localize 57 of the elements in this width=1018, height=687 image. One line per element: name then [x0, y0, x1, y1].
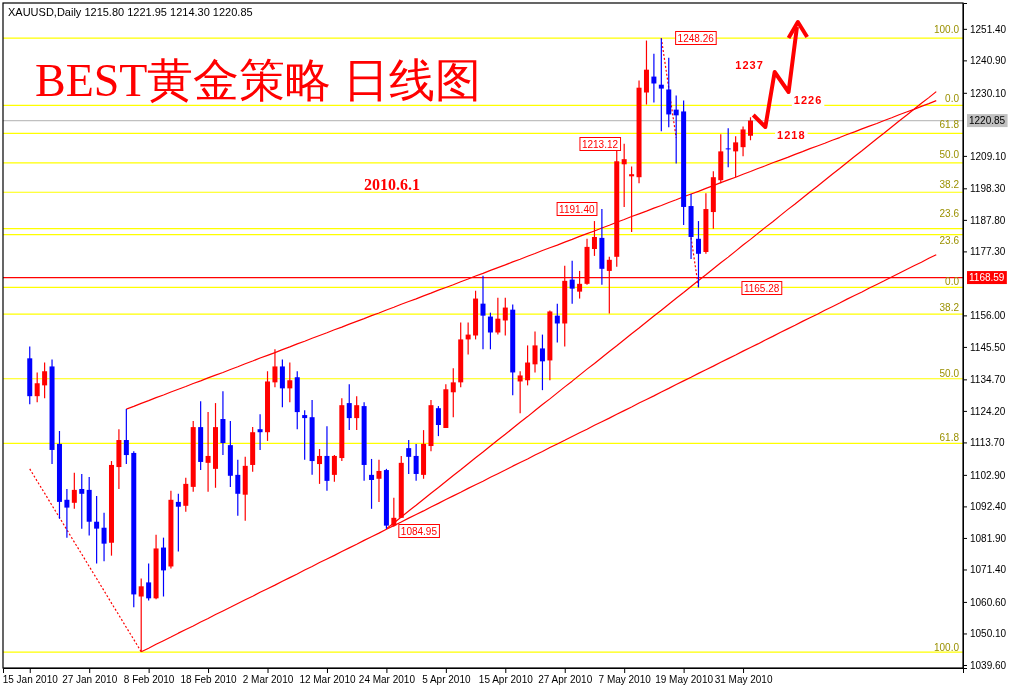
y-tick-label: 1050.10 — [970, 628, 1007, 640]
x-tick-label: 27 Apr 2010 — [538, 674, 593, 686]
y-tick-label: 1113.70 — [970, 437, 1006, 449]
y-tick-label: 1039.60 — [970, 659, 1007, 671]
x-tick-label: 18 Feb 2010 — [180, 674, 238, 686]
chart-subtitle: XAUUSD,Daily 1215.80 1221.95 1214.30 1220.85 — [8, 6, 253, 18]
y-tick-label: 1145.50 — [970, 341, 1006, 353]
y-tick-label: 1198.30 — [970, 183, 1006, 195]
annotation: 1226 — [793, 94, 823, 106]
annotation: 50.0 — [939, 148, 960, 160]
x-tick-label: 31 May 2010 — [714, 674, 773, 686]
x-tick-label: 19 May 2010 — [655, 674, 714, 686]
y-tick-label: 1134.70 — [970, 374, 1006, 386]
text: BEST黄金策略 日线图 — [35, 55, 481, 106]
x-tick-label: 24 Mar 2010 — [358, 674, 416, 686]
y-tick-label: 1124.20 — [970, 405, 1006, 417]
annotation: 1165.28 — [743, 282, 780, 294]
x-tick-label: 15 Jan 2010 — [2, 674, 59, 686]
annotation: 23.6 — [939, 234, 960, 246]
annotation: 1213.12 — [581, 138, 619, 150]
text: 0.0 — [945, 275, 960, 287]
y-tick-label: 1209.10 — [970, 150, 1007, 162]
y-tick-label: 1240.90 — [970, 55, 1007, 67]
y-tick-label: 1060.60 — [970, 596, 1007, 608]
x-tick-label: 7 May 2010 — [598, 674, 652, 686]
annotation: 100.0 — [933, 23, 960, 35]
ref-line-label: 1168.59 — [969, 272, 1005, 284]
y-tick-label: 1187.80 — [970, 214, 1006, 226]
annotation: 38.2 — [939, 301, 960, 313]
y-tick-label: 1177.30 — [970, 246, 1006, 258]
annotation: 100.0 — [933, 641, 960, 653]
y-tick-label: 1092.40 — [970, 501, 1007, 513]
annotation: 1084.95 — [400, 525, 438, 537]
annotation: 1191.40 — [559, 203, 595, 215]
annotation: 1237 — [735, 59, 764, 71]
y-tick-label: 1081.90 — [970, 532, 1007, 544]
annotation: 61.8 — [939, 118, 960, 130]
annotation: 50.0 — [939, 367, 960, 379]
x-tick-label: 15 Apr 2010 — [478, 674, 534, 686]
annotation: 2010.6.1 — [363, 175, 420, 193]
y-tick-label: 1156.00 — [970, 310, 1006, 322]
annotation: 23.6 — [939, 207, 960, 219]
annotation: 38.2 — [939, 178, 960, 190]
annotation: 61.8 — [939, 431, 960, 443]
x-tick-label: 2 Mar 2010 — [242, 674, 294, 686]
y-tick-label: 1102.90 — [970, 469, 1006, 481]
y-tick-label: 1071.40 — [970, 564, 1007, 576]
y-tick-label: 1251.40 — [970, 23, 1007, 35]
x-tick-label: 5 Apr 2010 — [422, 674, 471, 686]
text: 0.0 — [945, 92, 960, 104]
annotation: 1248.26 — [677, 32, 715, 44]
y-tick-label: 1230.10 — [970, 87, 1007, 99]
x-tick-label: 27 Jan 2010 — [62, 674, 118, 686]
ref-line-label: 1220.85 — [969, 115, 1006, 127]
x-tick-label: 8 Feb 2010 — [123, 674, 175, 686]
x-tick-label: 12 Mar 2010 — [299, 674, 356, 686]
annotation: 1218 — [777, 129, 806, 141]
